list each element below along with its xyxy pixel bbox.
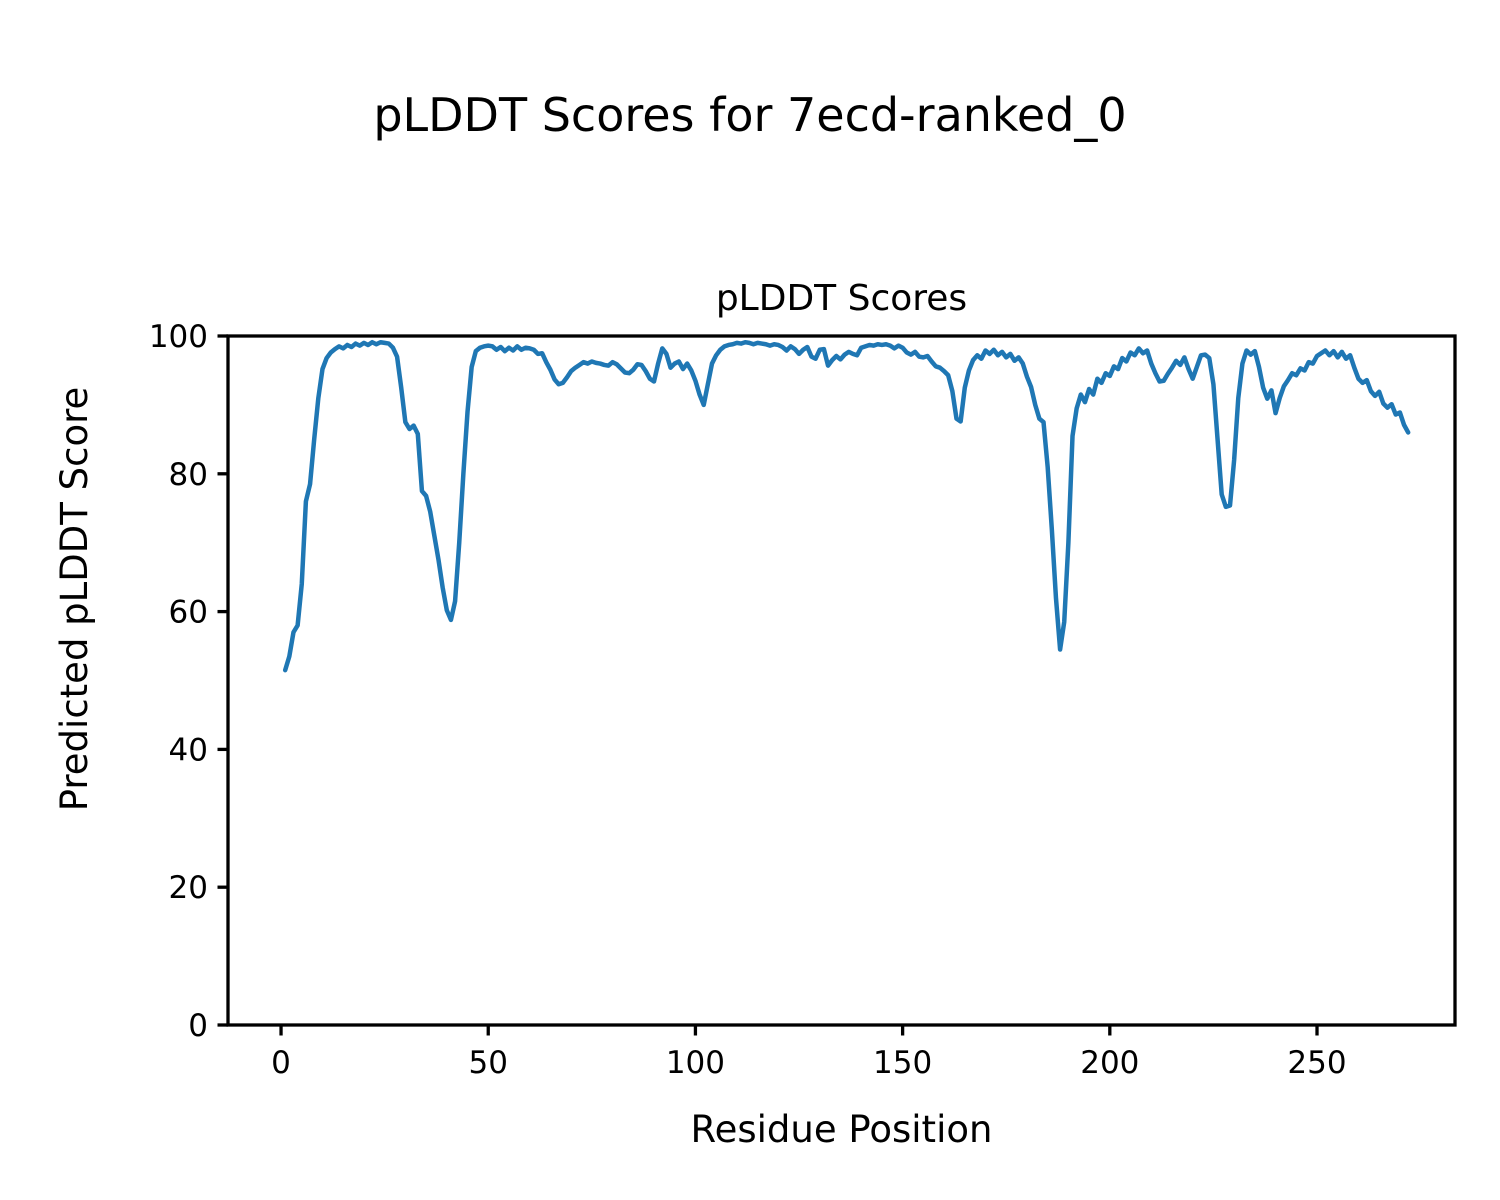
x-tick-label: 50 — [469, 1045, 508, 1081]
axes-title: pLDDT Scores — [715, 278, 968, 319]
x-tick-label: 150 — [873, 1045, 932, 1081]
x-tick-label: 200 — [1080, 1045, 1139, 1081]
x-tick-label: 250 — [1287, 1045, 1346, 1081]
y-tick-label: 60 — [169, 595, 208, 631]
y-tick-label: 80 — [169, 457, 208, 493]
axes-spines — [226, 334, 1457, 1027]
x-tick-label: 0 — [271, 1045, 291, 1081]
plddt-line — [282, 339, 1411, 673]
y-tick-label: 0 — [188, 1008, 208, 1044]
x-tick-label: 100 — [666, 1045, 725, 1081]
y-axis-label: Predicted pLDDT Score — [53, 386, 96, 812]
y-tick-label: 20 — [169, 870, 208, 906]
x-axis-label: Residue Position — [690, 1108, 993, 1151]
y-tick-label: 40 — [169, 732, 208, 768]
y-tick-label: 100 — [149, 319, 208, 355]
figure-title: pLDDT Scores for 7ecd-ranked_0 — [373, 88, 1127, 142]
